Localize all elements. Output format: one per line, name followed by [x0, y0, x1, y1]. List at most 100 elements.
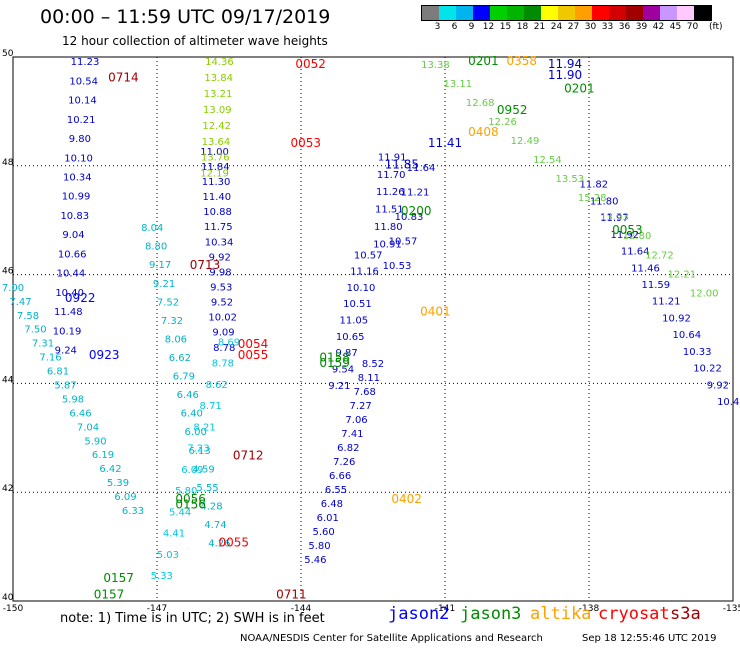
data-point-label: 12.21: [667, 269, 696, 280]
data-point-label: 6.19: [92, 450, 114, 461]
data-point-label: 11.92: [610, 230, 639, 241]
page-subtitle: 12 hour collection of altimeter wave hei…: [62, 34, 328, 48]
data-point-label: 11.59: [642, 280, 671, 291]
data-point-label: 10.53: [383, 261, 412, 272]
data-point-label: 11.91: [378, 152, 407, 163]
data-point-label: 6.09: [181, 465, 203, 476]
pass-time-label: 0158: [319, 351, 350, 365]
data-point-label: 8.21: [193, 422, 215, 433]
pass-time-label: 0358: [507, 54, 538, 68]
data-point-label: 13.53: [600, 212, 629, 223]
colorbar-swatch: [558, 6, 575, 20]
data-point-label: 5.46: [304, 555, 326, 566]
pass-time-label: 0408: [468, 125, 499, 139]
x-tick-label: -141: [435, 604, 455, 614]
data-point-label: 7.68: [354, 387, 376, 398]
data-point-label: 13.84: [204, 73, 233, 84]
data-point-label: 10.22: [693, 364, 722, 375]
pass-time-label: 0712: [233, 449, 264, 463]
data-point-label: 5.55: [196, 483, 218, 494]
data-point-label: 10.83: [395, 212, 424, 223]
colorbar: [421, 5, 712, 21]
data-point-label: 10.83: [60, 211, 89, 222]
data-point-label: 10.57: [389, 237, 418, 248]
colorbar-swatch: [677, 6, 694, 20]
data-point-label: 6.55: [325, 485, 347, 496]
data-point-label: 6.62: [169, 353, 191, 364]
data-point-label: 5.87: [54, 381, 76, 392]
data-point-label: 13.09: [203, 105, 232, 116]
pass-time-label: 0052: [295, 57, 326, 71]
data-point-label: 4.26: [208, 539, 230, 550]
data-point-label: 10.99: [62, 192, 91, 203]
data-point-label: 11.75: [204, 222, 233, 233]
data-point-label: 5.80: [175, 486, 197, 497]
colorbar-label: 45: [669, 22, 682, 32]
pass-time-label: 0200: [401, 204, 432, 218]
data-point-label: 7.26: [333, 457, 355, 468]
data-point-label: 11.64: [407, 163, 436, 174]
data-point-label: 5.39: [107, 478, 129, 489]
data-point-label: 10.92: [662, 313, 691, 324]
colorbar-swatch: [575, 6, 592, 20]
credit-text: NOAA/NESDIS Center for Satellite Applica…: [240, 633, 543, 644]
pass-time-label: 0713: [190, 258, 221, 272]
y-tick-label: 44: [2, 375, 14, 385]
pass-time-label: 0711: [276, 587, 307, 601]
colorbar-label: 33: [601, 22, 614, 32]
legend-altika: altika: [530, 604, 592, 624]
data-point-label: 13.38: [421, 60, 450, 71]
data-point-label: 10.14: [68, 96, 97, 107]
colorbar-label: 12: [482, 22, 495, 32]
colorbar-label: 24: [550, 22, 563, 32]
data-point-label: 5.03: [157, 550, 179, 561]
legend-jason3: jason3: [460, 604, 522, 624]
data-point-label: 11.97: [600, 213, 629, 224]
data-point-label: 14.36: [205, 57, 234, 68]
data-point-label: 10.40: [55, 288, 84, 299]
footer-note: note: 1) Time is in UTC; 2) SWH is in fe…: [60, 611, 325, 626]
colorbar-swatch: [626, 6, 643, 20]
data-point-label: 6.46: [69, 408, 91, 419]
data-point-label: 10.34: [63, 172, 92, 183]
data-point-label: 8.80: [145, 242, 167, 253]
pass-time-label: 11.90: [548, 68, 582, 82]
data-point-label: 11.30: [202, 177, 231, 188]
data-point-label: 6.13: [189, 446, 211, 457]
data-point-label: 8.78: [213, 343, 235, 354]
colorbar-label: 39: [635, 22, 648, 32]
data-point-label: 9.21: [328, 381, 350, 392]
y-tick-label: 48: [2, 158, 14, 168]
data-point-label: 4.74: [204, 520, 226, 531]
y-tick-label: 46: [2, 267, 14, 277]
timestamp-text: Sep 18 12:55:46 UTC 2019: [582, 633, 717, 644]
data-point-label: 12.26: [488, 117, 517, 128]
colorbar-swatch: [507, 6, 524, 20]
data-point-label: 11.80: [374, 222, 403, 233]
data-point-label: 8.71: [200, 401, 222, 412]
data-point-label: 13.53: [555, 174, 584, 185]
data-point-label: 9.24: [55, 345, 77, 356]
data-point-label: 4.59: [192, 464, 214, 475]
data-point-label: 6.66: [329, 471, 351, 482]
data-point-label: 12.72: [645, 250, 674, 261]
data-point-label: 10.91: [373, 239, 402, 250]
data-point-label: 11.82: [579, 180, 608, 191]
data-point-label: 9.98: [209, 267, 231, 278]
colorbar-swatch: [422, 6, 439, 20]
data-point-label: 10.54: [69, 76, 98, 87]
data-point-label: 11.26: [376, 187, 405, 198]
pass-time-label: 0952: [497, 103, 528, 117]
data-point-label: 10.10: [64, 153, 93, 164]
pass-time-label: 11.41: [428, 136, 462, 150]
data-point-label: 6.48: [321, 499, 343, 510]
data-point-label: 6.01: [317, 513, 339, 524]
data-point-label: 8.04: [141, 223, 163, 234]
colorbar-label: 42: [652, 22, 665, 32]
plot-frame: [12, 56, 734, 602]
legend-jason2: jason2: [388, 604, 450, 624]
pass-time-label: 0053: [291, 136, 322, 150]
pass-time-label: 0922: [65, 291, 96, 305]
data-point-label: 7.32: [161, 316, 183, 327]
data-point-label: 7.23: [187, 444, 209, 455]
